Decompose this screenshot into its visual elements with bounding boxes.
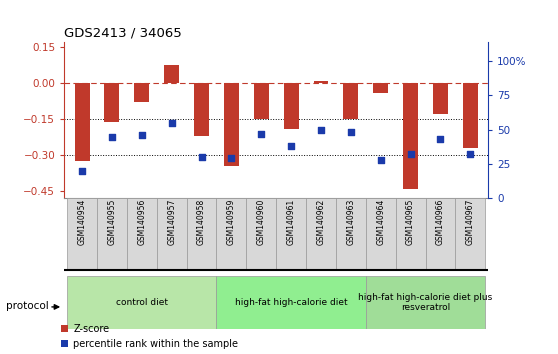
Bar: [246, 198, 276, 270]
Bar: [127, 198, 157, 270]
Point: [197, 154, 206, 160]
Point: [376, 157, 385, 163]
Bar: [306, 198, 336, 270]
Bar: [283, 83, 299, 129]
Text: GSM140958: GSM140958: [197, 199, 206, 245]
Text: GSM140955: GSM140955: [108, 199, 117, 245]
Text: GSM140960: GSM140960: [257, 199, 266, 245]
Bar: [217, 198, 246, 270]
Bar: [336, 198, 366, 270]
Bar: [343, 83, 358, 119]
Bar: [403, 83, 418, 189]
Bar: [276, 198, 306, 270]
Bar: [104, 83, 119, 121]
Text: GSM140961: GSM140961: [287, 199, 296, 245]
Bar: [463, 83, 478, 148]
Point: [227, 156, 236, 161]
Text: GSM140957: GSM140957: [167, 199, 176, 245]
Text: GSM140967: GSM140967: [466, 199, 475, 245]
Bar: [186, 198, 217, 270]
Text: GSM140959: GSM140959: [227, 199, 236, 245]
Text: GSM140962: GSM140962: [316, 199, 325, 245]
Bar: [224, 83, 239, 166]
Point: [406, 152, 415, 157]
Point: [108, 134, 117, 139]
Text: GSM140964: GSM140964: [376, 199, 385, 245]
Text: GSM140956: GSM140956: [137, 199, 146, 245]
Bar: [75, 83, 89, 161]
Text: GSM140954: GSM140954: [78, 199, 86, 245]
Bar: [254, 83, 269, 119]
Text: high-fat high-calorie diet: high-fat high-calorie diet: [235, 298, 348, 307]
Bar: [366, 276, 485, 329]
Bar: [396, 198, 426, 270]
Point: [347, 130, 355, 135]
Bar: [67, 276, 217, 329]
Point: [316, 127, 325, 132]
Bar: [373, 83, 388, 93]
Bar: [366, 198, 396, 270]
Bar: [194, 83, 209, 136]
Bar: [217, 276, 366, 329]
Bar: [433, 83, 448, 114]
Point: [436, 136, 445, 142]
Point: [78, 168, 86, 174]
Bar: [134, 83, 150, 102]
Text: GSM140966: GSM140966: [436, 199, 445, 245]
Bar: [97, 198, 127, 270]
Bar: [164, 65, 179, 83]
Point: [167, 120, 176, 126]
Text: high-fat high-calorie diet plus
resveratrol: high-fat high-calorie diet plus resverat…: [358, 293, 493, 312]
Point: [466, 152, 475, 157]
Bar: [67, 198, 97, 270]
Bar: [455, 198, 485, 270]
Point: [287, 143, 296, 149]
Point: [257, 131, 266, 137]
Point: [137, 132, 146, 138]
Text: protocol: protocol: [6, 301, 49, 311]
Bar: [314, 81, 329, 83]
Text: GSM140965: GSM140965: [406, 199, 415, 245]
Text: GDS2413 / 34065: GDS2413 / 34065: [64, 27, 182, 40]
Bar: [157, 198, 186, 270]
Bar: [426, 198, 455, 270]
Text: control diet: control diet: [116, 298, 168, 307]
Legend: Z-score, percentile rank within the sample: Z-score, percentile rank within the samp…: [61, 324, 238, 349]
Text: GSM140963: GSM140963: [347, 199, 355, 245]
